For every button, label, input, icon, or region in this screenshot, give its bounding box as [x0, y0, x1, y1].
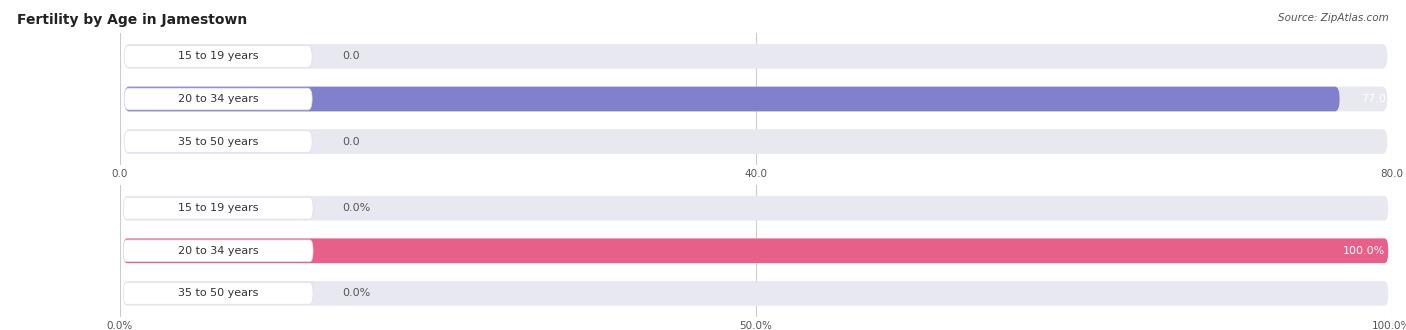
FancyBboxPatch shape [124, 239, 1388, 263]
Text: 20 to 34 years: 20 to 34 years [177, 94, 259, 104]
FancyBboxPatch shape [124, 196, 1388, 220]
FancyBboxPatch shape [124, 240, 314, 262]
Text: 20 to 34 years: 20 to 34 years [177, 246, 259, 256]
Text: 15 to 19 years: 15 to 19 years [179, 203, 259, 213]
FancyBboxPatch shape [124, 88, 312, 110]
FancyBboxPatch shape [124, 197, 314, 219]
Text: 0.0%: 0.0% [342, 203, 370, 213]
FancyBboxPatch shape [124, 239, 1388, 263]
Text: Source: ZipAtlas.com: Source: ZipAtlas.com [1278, 13, 1389, 23]
FancyBboxPatch shape [124, 129, 1388, 154]
FancyBboxPatch shape [124, 282, 314, 304]
Text: Fertility by Age in Jamestown: Fertility by Age in Jamestown [17, 13, 247, 27]
FancyBboxPatch shape [124, 131, 312, 152]
FancyBboxPatch shape [124, 46, 312, 67]
FancyBboxPatch shape [124, 87, 1388, 111]
Text: 15 to 19 years: 15 to 19 years [179, 51, 259, 61]
Text: 77.0: 77.0 [1361, 94, 1385, 104]
FancyBboxPatch shape [124, 87, 1340, 111]
FancyBboxPatch shape [124, 281, 1388, 306]
Text: 100.0%: 100.0% [1343, 246, 1385, 256]
Text: 0.0: 0.0 [342, 51, 360, 61]
FancyBboxPatch shape [124, 44, 1388, 69]
Text: 0.0: 0.0 [342, 137, 360, 147]
Text: 35 to 50 years: 35 to 50 years [179, 288, 259, 298]
Text: 35 to 50 years: 35 to 50 years [179, 137, 259, 147]
Text: 0.0%: 0.0% [342, 288, 370, 298]
